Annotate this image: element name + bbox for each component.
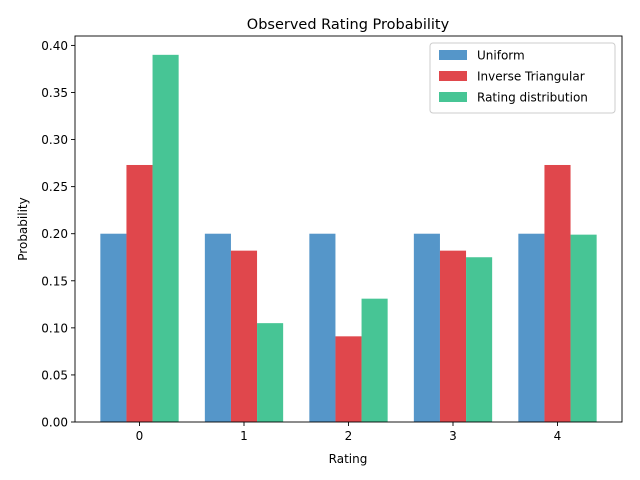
- bar-rating-distribution-3: [466, 257, 493, 422]
- x-axis-label: Rating: [329, 452, 368, 466]
- bar-inverse-triangular-1: [230, 250, 258, 422]
- x-tick-label: 4: [554, 429, 562, 443]
- y-axis-label: Probability: [16, 197, 30, 260]
- legend-swatch: [439, 71, 467, 81]
- x-axis: 0 1 2 3 4: [136, 422, 562, 443]
- bar-inverse-triangular-4: [544, 164, 571, 423]
- bar-rating-distribution-2: [361, 298, 388, 422]
- y-tick-label: 0.20: [41, 227, 68, 241]
- bar-inverse-triangular-3: [439, 250, 467, 422]
- x-tick-label: 2: [345, 429, 353, 443]
- bar-rating-distribution-1: [257, 323, 284, 422]
- legend-swatch: [439, 50, 467, 60]
- y-tick-label: 0.00: [41, 416, 68, 430]
- y-tick-label: 0.25: [41, 180, 68, 194]
- bar-inverse-triangular-0: [126, 164, 153, 423]
- bar-uniform-4: [518, 233, 545, 422]
- y-tick-label: 0.05: [41, 368, 68, 382]
- legend-swatch: [439, 92, 467, 102]
- bar-uniform-1: [204, 233, 231, 422]
- bar-rating-distribution-4: [570, 234, 597, 422]
- legend-label: Inverse Triangular: [477, 70, 585, 84]
- bar-rating-distribution-0: [152, 54, 179, 422]
- bar-uniform-2: [309, 233, 336, 422]
- legend-label: Uniform: [477, 49, 525, 63]
- bar-inverse-triangular-2: [335, 336, 362, 422]
- chart-title: Observed Rating Probability: [247, 17, 450, 33]
- x-tick-label: 0: [136, 429, 144, 443]
- plot-frame: [74, 35, 623, 423]
- legend-label: Rating distribution: [477, 91, 588, 105]
- bar-uniform-3: [413, 233, 440, 422]
- legend: Uniform Inverse Triangular Rating distribu…: [429, 42, 616, 114]
- x-tick-label: 1: [240, 429, 248, 443]
- bar-uniform-0: [100, 233, 127, 422]
- legend-box: [429, 42, 616, 114]
- y-axis: 0.00 0.05 0.10 0.15 0.20 0.25 0.30 0.35 0.40: [41, 39, 75, 430]
- y-tick-label: 0.15: [41, 274, 68, 288]
- y-tick-label: 0.10: [41, 321, 68, 335]
- bars-group: [100, 54, 597, 423]
- y-tick-label: 0.40: [41, 39, 68, 53]
- y-tick-label: 0.35: [41, 86, 68, 100]
- x-tick-label: 3: [449, 429, 457, 443]
- y-tick-label: 0.30: [41, 133, 68, 147]
